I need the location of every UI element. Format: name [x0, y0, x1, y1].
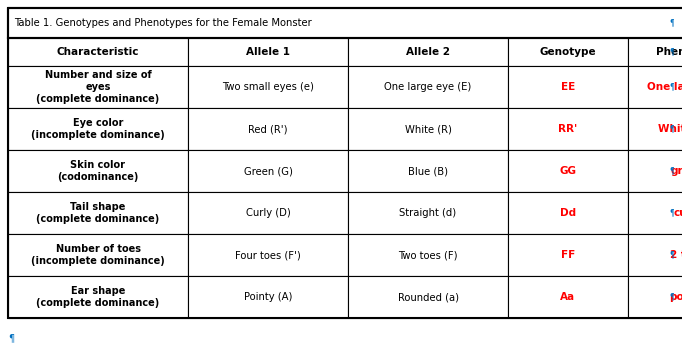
Text: 2 toes: 2 toes [670, 250, 682, 260]
Text: Tail shape
(complete dominance): Tail shape (complete dominance) [36, 202, 160, 224]
Text: FF: FF [561, 250, 575, 260]
Bar [8, 8, 682, 38]
Text: ¶: ¶ [8, 333, 14, 343]
Text: ¶: ¶ [670, 48, 674, 56]
Bar [8, 8, 682, 318]
Bar [508, 38, 628, 66]
Text: Green (G): Green (G) [243, 166, 293, 176]
Text: Straight (d): Straight (d) [400, 208, 456, 218]
Text: Eye color
(incomplete dominance): Eye color (incomplete dominance) [31, 118, 165, 140]
Text: Dd: Dd [560, 208, 576, 218]
Bar [188, 38, 348, 66]
Bar [508, 150, 628, 192]
Text: White eye: White eye [658, 124, 682, 134]
Text: Four toes (F'): Four toes (F') [235, 250, 301, 260]
Text: Genotype: Genotype [539, 47, 596, 57]
Bar [8, 276, 188, 318]
Bar [188, 192, 348, 234]
Text: Aa: Aa [561, 292, 576, 302]
Text: ¶: ¶ [670, 19, 674, 28]
Bar [628, 108, 682, 150]
Bar [348, 38, 508, 66]
Text: Allele 2: Allele 2 [406, 47, 450, 57]
Text: White (R): White (R) [404, 124, 451, 134]
Text: Blue (B): Blue (B) [408, 166, 448, 176]
Text: ¶: ¶ [670, 83, 674, 91]
Text: Phenotype: Phenotype [657, 47, 682, 57]
Text: ¶: ¶ [670, 251, 674, 259]
Text: Rounded (a): Rounded (a) [398, 292, 458, 302]
Bar [628, 150, 682, 192]
Text: RR': RR' [559, 124, 578, 134]
Bar [508, 66, 628, 108]
Bar [348, 66, 508, 108]
Bar [348, 192, 508, 234]
Bar [508, 276, 628, 318]
Bar [628, 192, 682, 234]
Bar [628, 234, 682, 276]
Text: Two small eyes (e): Two small eyes (e) [222, 82, 314, 92]
Bar [348, 150, 508, 192]
Text: ¶: ¶ [670, 209, 674, 217]
Bar [348, 276, 508, 318]
Bar [8, 108, 188, 150]
Bar [8, 38, 188, 66]
Text: green: green [671, 166, 682, 176]
Text: One large eye: One large eye [647, 82, 682, 92]
Bar [628, 38, 682, 66]
Text: ¶: ¶ [670, 125, 674, 133]
Bar [8, 8, 682, 318]
Text: EE: EE [561, 82, 575, 92]
Text: Red (R'): Red (R') [248, 124, 288, 134]
Bar [348, 234, 508, 276]
Bar [8, 66, 188, 108]
Text: Allele 1: Allele 1 [246, 47, 290, 57]
Bar [508, 234, 628, 276]
Text: curly: curly [673, 208, 682, 218]
Text: Characteristic: Characteristic [57, 47, 139, 57]
Bar [188, 150, 348, 192]
Text: Ear shape
(complete dominance): Ear shape (complete dominance) [36, 286, 160, 308]
Text: Number and size of
eyes
(complete dominance): Number and size of eyes (complete domina… [36, 70, 160, 104]
Bar [8, 192, 188, 234]
Bar [188, 66, 348, 108]
Bar [508, 192, 628, 234]
Text: Pointy (A): Pointy (A) [243, 292, 292, 302]
Text: One large eye (E): One large eye (E) [385, 82, 472, 92]
Text: pointy: pointy [669, 292, 682, 302]
Bar [188, 234, 348, 276]
Text: Curly (D): Curly (D) [246, 208, 291, 218]
Text: Number of toes
(incomplete dominance): Number of toes (incomplete dominance) [31, 244, 165, 266]
Bar [628, 276, 682, 318]
Text: ¶: ¶ [670, 167, 674, 175]
Text: Table 1. Genotypes and Phenotypes for the Female Monster: Table 1. Genotypes and Phenotypes for th… [14, 18, 312, 28]
Bar [8, 234, 188, 276]
Bar [348, 108, 508, 150]
Bar [628, 66, 682, 108]
Text: ¶: ¶ [670, 293, 674, 301]
Text: Two toes (F): Two toes (F) [398, 250, 458, 260]
Text: GG: GG [559, 166, 576, 176]
Bar [8, 150, 188, 192]
Bar [188, 276, 348, 318]
Bar [508, 108, 628, 150]
Bar [188, 108, 348, 150]
Text: Skin color
(codominance): Skin color (codominance) [57, 160, 138, 182]
